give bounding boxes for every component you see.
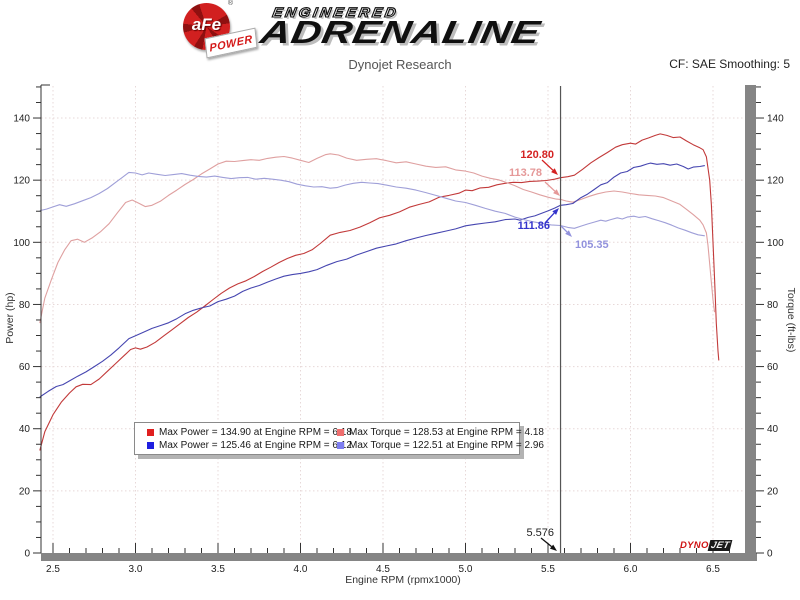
- left-tick-label: 120: [13, 176, 30, 187]
- bottom-tick-label: 2.5: [46, 564, 60, 575]
- legend-swatch-red: [147, 428, 154, 436]
- callout-arrow-head: [552, 208, 559, 215]
- brand-adrenaline-text: ADRENALINE: [257, 14, 544, 50]
- legend-label: Max Power = 125.46 at Engine RPM = 6.12: [159, 439, 352, 451]
- cursor-value-torque-stock: 105.35: [575, 239, 609, 251]
- right-tick-label: 0: [767, 549, 773, 560]
- cursor-value-torque-afe: 113.78: [508, 167, 542, 179]
- right-axis-bar: [745, 85, 756, 561]
- right-tick-label: 60: [767, 362, 779, 373]
- x-axis-title: Engine RPM (rpmx1000): [345, 574, 461, 586]
- bottom-tick-label: 5.5: [541, 564, 555, 575]
- dynojet-logo-dyno: DYNO: [680, 540, 709, 551]
- series-line-power-afe: [39, 133, 720, 451]
- bottom-tick-label: 6.0: [624, 564, 638, 575]
- cursor-value-power-afe: 120.80: [520, 149, 554, 161]
- bottom-tick-label: 3.5: [211, 564, 225, 575]
- afe-brand-logo: aFe ® POWER ENGINEERED ADRENALINE: [0, 0, 800, 59]
- callout-arrow-line: [541, 159, 554, 171]
- dyno-software-title: Dynojet Research: [348, 57, 452, 72]
- legend-label: Max Torque = 122.51 at Engine RPM = 2.96: [349, 439, 544, 451]
- left-tick-label: 60: [19, 362, 31, 373]
- afe-logo-text: aFe: [191, 15, 222, 34]
- right-axis-title: Torque (ft-lbs): [785, 287, 797, 353]
- legend-label: Max Power = 134.90 at Engine RPM = 6.18: [159, 426, 352, 438]
- cursor-value-power-stock: 111.86: [517, 220, 550, 232]
- callout-arrow-line: [544, 181, 556, 192]
- bottom-tick-label: 4.0: [294, 564, 308, 575]
- callout-arrow-line: [544, 212, 555, 224]
- callout-arrow-line: [540, 537, 553, 548]
- bottom-tick-label: 6.5: [706, 564, 720, 575]
- legend-item-max-torque-stock: Max Torque = 122.51 at Engine RPM = 2.96: [337, 440, 544, 451]
- correction-factor-info: CF: SAE Smoothing: 5: [669, 57, 790, 71]
- right-tick-label: 140: [767, 114, 784, 125]
- cursor-rpm-label: 5.576: [526, 527, 554, 539]
- x-axis-bar: [41, 553, 757, 561]
- afe-power-badge-text: POWER: [208, 33, 254, 55]
- legend-label: Max Torque = 128.53 at Engine RPM = 4.18: [349, 426, 544, 438]
- legend-item-max-torque-afe: Max Torque = 128.53 at Engine RPM = 4.18: [337, 427, 544, 438]
- callout-arrow-line: [560, 225, 568, 233]
- legend-box: Max Power = 134.90 at Engine RPM = 6.18 …: [134, 422, 544, 455]
- series-line-torque-stock: [39, 171, 705, 237]
- left-axis-title: Power (hp): [4, 292, 16, 344]
- right-tick-label: 120: [767, 176, 784, 187]
- dynojet-logo: DYNOJET: [680, 540, 733, 551]
- bottom-tick-label: 5.0: [459, 564, 473, 575]
- left-tick-label: 20: [19, 486, 31, 497]
- callout-arrow-head: [565, 230, 572, 237]
- legend-swatch-salmon: [337, 428, 344, 436]
- left-tick-label: 80: [19, 300, 31, 311]
- dynojet-logo-jet: JET: [707, 540, 733, 551]
- right-tick-label: 20: [767, 486, 779, 497]
- callout-arrow-head: [553, 189, 560, 196]
- legend-item-max-power-stock: Max Power = 125.46 at Engine RPM = 6.12: [147, 440, 352, 451]
- callout-arrow-head: [549, 544, 557, 551]
- series-line-torque-afe: [39, 153, 716, 324]
- legend-item-max-power-afe: Max Power = 134.90 at Engine RPM = 6.18: [147, 427, 352, 438]
- callout-arrow-head: [551, 168, 558, 175]
- series-line-power-stock: [39, 162, 705, 398]
- bottom-tick-label: 4.5: [376, 564, 390, 575]
- left-tick-label: 0: [24, 549, 30, 560]
- legend-swatch-lightblue: [337, 441, 344, 449]
- right-tick-label: 80: [767, 300, 779, 311]
- right-tick-label: 100: [767, 238, 784, 249]
- registered-mark-icon: ®: [227, 0, 233, 7]
- legend-swatch-blue: [147, 441, 154, 449]
- left-tick-label: 40: [19, 424, 31, 435]
- left-tick-label: 140: [13, 114, 30, 125]
- bottom-tick-label: 3.0: [129, 564, 143, 575]
- right-tick-label: 40: [767, 424, 779, 435]
- left-tick-label: 100: [13, 238, 30, 249]
